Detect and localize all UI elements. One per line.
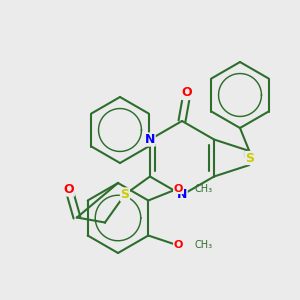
Text: O: O (64, 183, 74, 196)
Text: O: O (174, 241, 183, 250)
Text: CH₃: CH₃ (194, 184, 212, 194)
Text: S: S (245, 152, 254, 164)
Text: O: O (182, 86, 192, 100)
Text: S: S (121, 188, 130, 201)
Text: N: N (145, 133, 155, 146)
Text: O: O (174, 184, 183, 194)
Text: N: N (177, 188, 187, 202)
Text: CH₃: CH₃ (194, 241, 212, 250)
